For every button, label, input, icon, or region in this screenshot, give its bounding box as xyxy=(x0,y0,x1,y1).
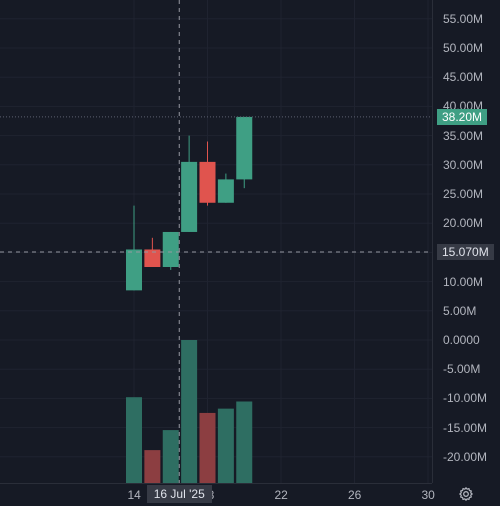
price-tick-label: -20.00M xyxy=(443,449,488,464)
candle-body xyxy=(126,249,142,291)
price-tick-label: 45.00M xyxy=(443,70,484,85)
volume-bar xyxy=(199,412,216,483)
price-tick-label: -15.00M xyxy=(443,420,488,435)
price-tick-label: 20.00M xyxy=(443,216,484,231)
candle-body xyxy=(181,161,198,232)
time-tick-label: 26 xyxy=(348,488,362,502)
candle-body xyxy=(236,116,253,180)
crosshair-price-label: 15.070M xyxy=(437,243,494,260)
chart-area[interactable] xyxy=(0,0,432,483)
volume-bar xyxy=(181,340,198,483)
time-tick-label: 22 xyxy=(274,488,288,502)
candle-body xyxy=(144,249,161,267)
candle-body xyxy=(217,179,234,203)
gear-icon[interactable] xyxy=(458,486,474,502)
candle-body xyxy=(199,161,216,203)
volume-bar xyxy=(144,450,161,483)
time-tick-label: 14 xyxy=(127,488,141,502)
price-tick-label: 25.00M xyxy=(443,187,484,201)
price-tick-label: 5.00M xyxy=(443,303,477,318)
price-tick-label: 0.0000 xyxy=(443,333,480,347)
price-tick-label: -10.00M xyxy=(443,391,488,406)
volume-bar xyxy=(162,430,179,483)
volume-bar xyxy=(126,397,142,483)
price-tick-label: 10.00M xyxy=(443,274,484,289)
price-tick-label: 35.00M xyxy=(443,128,484,143)
price-tick-label: 55.00M xyxy=(443,11,484,26)
candle-body xyxy=(162,231,179,267)
volume-bar xyxy=(236,401,253,483)
price-tick-label: 30.00M xyxy=(443,157,484,172)
volume-bar xyxy=(217,408,234,483)
time-tick-label: 30 xyxy=(421,488,435,502)
price-scale[interactable]: 55.00M 50.00M 45.00M 40.00M 35.00M 30.00M 25.0… xyxy=(432,0,500,483)
price-tick-label: -5.00M xyxy=(443,362,481,377)
time-scale[interactable]: 1418222630 xyxy=(0,483,435,506)
candlestick-chart[interactable] xyxy=(0,0,432,483)
price-tick-label: 50.00M xyxy=(443,41,484,55)
last-price-label: 38.20M xyxy=(437,108,488,125)
crosshair-time-label: 16 Jul '25 xyxy=(146,485,212,503)
